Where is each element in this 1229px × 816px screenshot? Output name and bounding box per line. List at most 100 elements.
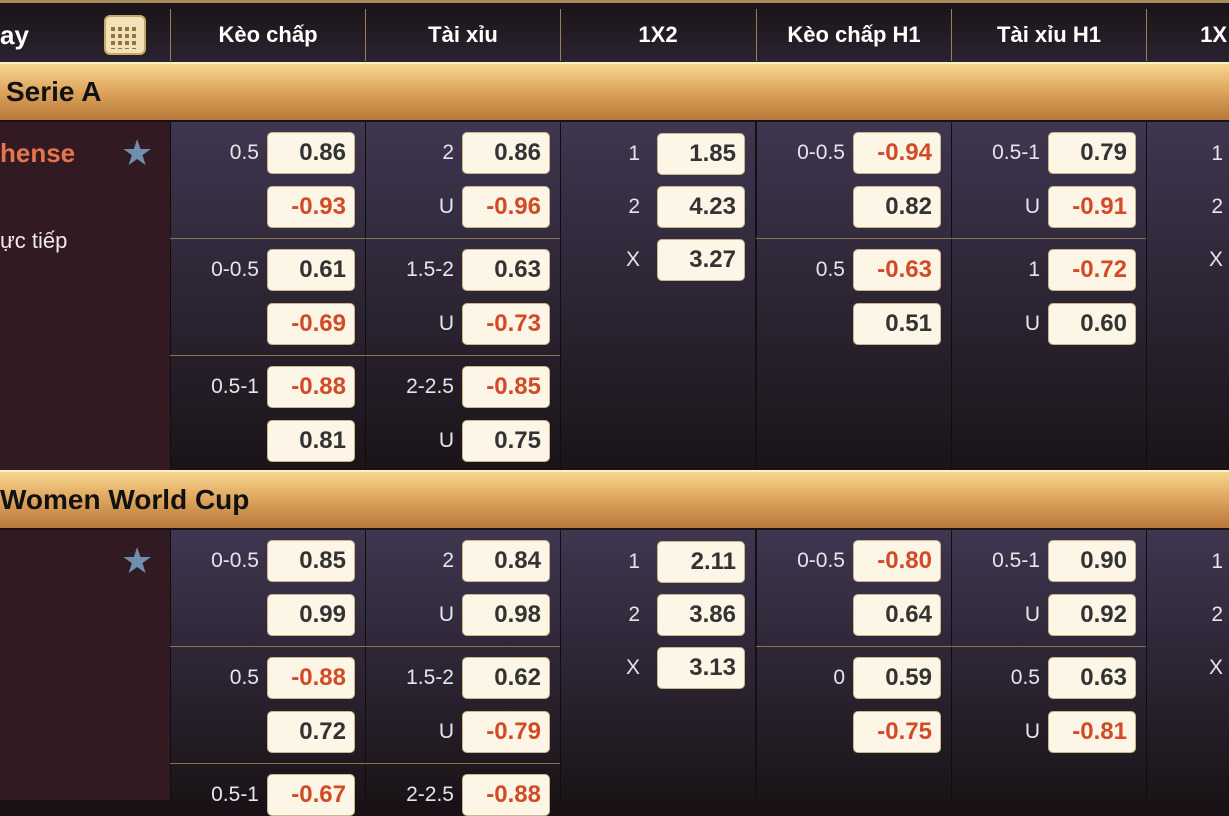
row-divider xyxy=(170,763,365,764)
odds-button[interactable]: -0.80 xyxy=(853,540,941,582)
odds-button[interactable]: 0.51 xyxy=(853,303,941,345)
outcome-label: 1 xyxy=(628,550,640,573)
odds-line: 1.5-2 xyxy=(406,258,454,281)
odds-button[interactable]: -0.72 xyxy=(1048,249,1136,291)
odds-button[interactable]: 0.86 xyxy=(267,132,355,174)
odds-button[interactable]: 0.72 xyxy=(267,711,355,753)
odds-line: U xyxy=(438,312,454,335)
league-header[interactable]: Women World Cup xyxy=(0,470,1229,528)
star-icon[interactable]: ★ xyxy=(121,132,154,173)
odds-line: U xyxy=(438,603,454,626)
odds-button[interactable]: -0.88 xyxy=(462,774,550,816)
odds-button[interactable]: 0.63 xyxy=(462,249,550,291)
match-info[interactable]: ★ xyxy=(0,530,170,800)
odds-line: 0-0.5 xyxy=(211,549,259,572)
odds-line: 2-2.5 xyxy=(406,375,454,398)
odds-line: 0-0.5 xyxy=(211,258,259,281)
outcome-label: 2 xyxy=(1211,195,1223,218)
outcome-label: 2 xyxy=(628,195,640,218)
row-divider xyxy=(951,646,1146,647)
odds-button[interactable]: 0.92 xyxy=(1048,594,1136,636)
odds-column xyxy=(756,122,951,470)
odds-button[interactable]: -0.88 xyxy=(267,366,355,408)
odds-button[interactable]: 0.63 xyxy=(1048,657,1136,699)
outcome-label: 1 xyxy=(1211,550,1223,573)
odds-line: 2-2.5 xyxy=(406,783,454,806)
odds-column xyxy=(951,122,1146,470)
odds-button[interactable]: 0.84 xyxy=(462,540,550,582)
outcome-label: X xyxy=(625,248,640,271)
outcome-label: 1 xyxy=(1211,142,1223,165)
column-header[interactable]: 1X2 xyxy=(560,9,755,61)
odds-button[interactable]: 0.82 xyxy=(853,186,941,228)
odds-line: U xyxy=(438,429,454,452)
odds-line: 0.5 xyxy=(815,258,845,281)
star-icon[interactable]: ★ xyxy=(121,540,154,581)
odds-button[interactable]: 0.99 xyxy=(267,594,355,636)
odds-header: ay Kèo chấp Tài xỉu 1X2 Kèo chấp H1 Tài xỉu … xyxy=(0,0,1229,62)
odds-button[interactable]: 4.23 xyxy=(657,186,745,228)
odds-button[interactable]: 0.59 xyxy=(853,657,941,699)
column-header[interactable]: Kèo chấp xyxy=(170,9,365,61)
odds-button[interactable]: 1.85 xyxy=(657,133,745,175)
odds-line: 0.5 xyxy=(1010,666,1040,689)
odds-button[interactable]: -0.79 xyxy=(462,711,550,753)
outcome-label: 2 xyxy=(1211,603,1223,626)
team-name[interactable]: hense xyxy=(0,138,76,168)
odds-button[interactable]: 0.81 xyxy=(267,420,355,462)
odds-column xyxy=(170,122,365,470)
column-header[interactable]: Tài xỉu xyxy=(365,9,560,61)
outcome-label: X xyxy=(625,656,640,679)
odds-column xyxy=(365,122,560,470)
odds-button[interactable]: -0.75 xyxy=(853,711,941,753)
row-divider xyxy=(365,355,560,356)
odds-line: 0.5-1 xyxy=(992,549,1040,572)
odds-line: U xyxy=(1024,720,1040,743)
match-info[interactable]: hense ực tiếp ★ xyxy=(0,122,170,470)
odds-line: 0-0.5 xyxy=(797,141,845,164)
row-divider xyxy=(365,763,560,764)
odds-button[interactable]: 3.13 xyxy=(657,647,745,689)
odds-button[interactable]: -0.69 xyxy=(267,303,355,345)
odds-button[interactable]: 3.27 xyxy=(657,239,745,281)
odds-button[interactable]: 0.90 xyxy=(1048,540,1136,582)
outcome-label: X xyxy=(1208,656,1223,679)
odds-button[interactable]: -0.85 xyxy=(462,366,550,408)
odds-button[interactable]: 0.98 xyxy=(462,594,550,636)
odds-button[interactable]: 0.62 xyxy=(462,657,550,699)
odds-line: U xyxy=(1024,603,1040,626)
odds-button[interactable]: -0.96 xyxy=(462,186,550,228)
league-header[interactable]: Serie A xyxy=(0,62,1229,120)
odds-line: U xyxy=(438,195,454,218)
odds-button[interactable]: 0.79 xyxy=(1048,132,1136,174)
odds-button[interactable]: 3.86 xyxy=(657,594,745,636)
odds-button[interactable]: -0.67 xyxy=(267,774,355,816)
odds-button[interactable]: 0.64 xyxy=(853,594,941,636)
odds-line: 1.5-2 xyxy=(406,666,454,689)
odds-button[interactable]: 2.11 xyxy=(657,541,745,583)
odds-button[interactable]: 0.75 xyxy=(462,420,550,462)
row-divider xyxy=(170,646,365,647)
odds-button[interactable]: 0.60 xyxy=(1048,303,1136,345)
odds-button[interactable]: -0.93 xyxy=(267,186,355,228)
odds-line: 2 xyxy=(442,549,454,572)
odds-button[interactable]: 0.61 xyxy=(267,249,355,291)
odds-line: 0.5 xyxy=(229,666,259,689)
row-divider xyxy=(756,238,951,239)
column-header[interactable]: Kèo chấp H1 xyxy=(756,9,951,61)
odds-button[interactable]: -0.94 xyxy=(853,132,941,174)
odds-button[interactable]: 0.85 xyxy=(267,540,355,582)
calendar-icon[interactable] xyxy=(104,15,146,55)
odds-column xyxy=(560,122,755,470)
column-header[interactable]: Tài xỉu H1 xyxy=(951,9,1146,61)
odds-line: U xyxy=(438,720,454,743)
odds-line: 1 xyxy=(1028,258,1040,281)
odds-button[interactable]: -0.73 xyxy=(462,303,550,345)
odds-button[interactable]: -0.81 xyxy=(1048,711,1136,753)
odds-line: 0 xyxy=(833,666,845,689)
odds-button[interactable]: -0.91 xyxy=(1048,186,1136,228)
odds-button[interactable]: -0.63 xyxy=(853,249,941,291)
odds-button[interactable]: 0.86 xyxy=(462,132,550,174)
odds-button[interactable]: -0.88 xyxy=(267,657,355,699)
column-header[interactable]: 1X xyxy=(1146,9,1229,61)
